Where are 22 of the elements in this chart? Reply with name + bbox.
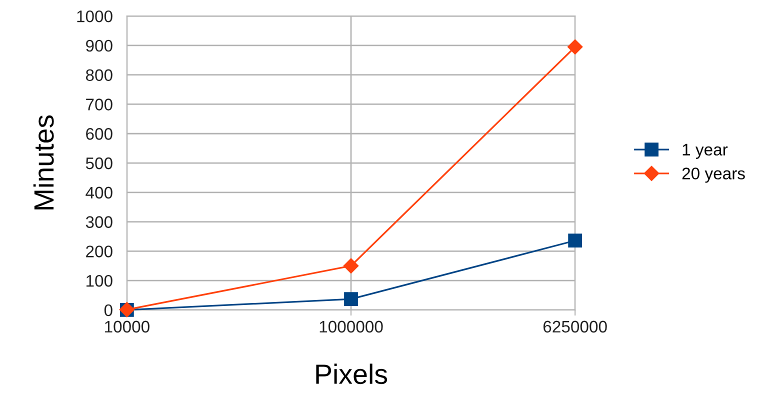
point	[344, 292, 358, 306]
y-tick-label: 900	[86, 40, 112, 52]
y-tick-label: 600	[86, 128, 112, 140]
x-axis-title: Pixels	[316, 364, 388, 384]
x-tick-label: 6250000	[543, 320, 607, 333]
x-tick-label: 10000	[105, 320, 150, 333]
point	[568, 234, 582, 248]
y-tick-label: 700	[86, 98, 112, 110]
y-tick-label: 500	[86, 157, 112, 170]
y-tick-label: 200	[86, 246, 112, 258]
y-axis-title: Minutes	[33, 115, 54, 210]
y-tick-label: 300	[86, 216, 112, 228]
y-tick-label: 100	[86, 274, 112, 287]
y-tick-label: 0	[104, 304, 112, 316]
legend-label: 1 year	[682, 144, 728, 159]
point	[343, 258, 359, 274]
legend-label: 20 years	[682, 168, 745, 183]
y-tick-label: 400	[86, 186, 112, 199]
y-tick-label: 800	[86, 69, 112, 82]
point	[568, 39, 583, 55]
y-tick-label: 1000	[77, 10, 112, 22]
x-tick-label: 1000000	[320, 320, 383, 333]
